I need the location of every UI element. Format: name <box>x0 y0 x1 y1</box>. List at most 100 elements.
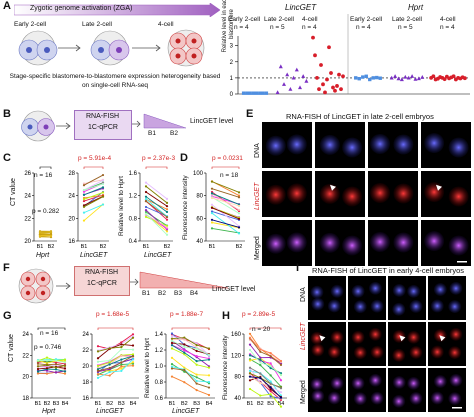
lincget-dot <box>301 74 305 78</box>
d-ylabel: Fluorescence intensity <box>182 175 189 240</box>
series-point <box>166 230 168 232</box>
nucleus <box>266 234 286 254</box>
nucleus <box>311 286 324 299</box>
series-point <box>37 359 39 361</box>
i-title: RNA-FISH of LincGET in early 4-cell embr… <box>312 266 464 275</box>
ytick-label: 20 <box>82 364 89 370</box>
series-point <box>238 226 240 228</box>
nucleus <box>449 282 462 295</box>
series-point <box>249 359 251 361</box>
nucleus <box>266 136 286 156</box>
nucleus <box>449 236 469 256</box>
nucleus <box>371 392 384 405</box>
micrograph <box>315 171 365 217</box>
ytick-label: 120 <box>231 353 242 359</box>
nucleus <box>370 232 390 252</box>
c-lincget-p: p = 5.91e-4 <box>78 155 111 162</box>
nucleus <box>434 283 447 296</box>
series-point <box>259 364 261 366</box>
series-point <box>183 346 185 348</box>
series-point <box>171 342 173 344</box>
hprt-dot <box>375 76 378 79</box>
series-point <box>196 382 198 384</box>
series-point <box>132 355 134 357</box>
nucleus <box>449 187 469 207</box>
xtick-label: B2 <box>44 401 51 407</box>
series-point <box>166 211 168 213</box>
e-grid-tile <box>262 220 312 266</box>
e-grid-tile <box>315 171 365 217</box>
lincget-dot <box>339 87 343 91</box>
series-point <box>280 397 282 399</box>
series-point <box>171 375 173 377</box>
series-point <box>132 361 134 363</box>
lincget-dot <box>298 85 302 89</box>
dotplot-ytick-label: 3 <box>230 44 234 50</box>
series-point <box>50 233 52 235</box>
nucleus <box>369 374 382 387</box>
xtick-label: B3 <box>53 401 60 407</box>
series-point <box>249 333 251 335</box>
series-point <box>270 374 272 376</box>
series-point <box>132 344 134 346</box>
series-point <box>55 367 57 369</box>
series-point <box>171 338 173 340</box>
series-point <box>120 365 122 367</box>
nucleus <box>311 344 324 357</box>
dotplot-ytick-label: 0 <box>230 92 234 98</box>
series-point <box>145 182 147 184</box>
series-point <box>183 349 185 351</box>
nucleus <box>392 395 405 408</box>
panel-label-g: G <box>3 310 12 322</box>
series-point <box>249 349 251 351</box>
nucleus <box>448 392 461 405</box>
significance-bracket <box>84 167 103 169</box>
micrograph <box>428 276 466 320</box>
lincget-dot <box>329 71 333 75</box>
series-point <box>97 345 99 347</box>
series-point <box>166 226 168 228</box>
embryo-early-2cell <box>19 31 57 65</box>
series-point <box>196 380 198 382</box>
e-row-merged: Merged <box>254 236 261 260</box>
series-point <box>145 191 147 193</box>
series-point <box>280 374 282 376</box>
ytick-label: 1.4 <box>155 332 164 338</box>
ytick-label: 24 <box>24 194 31 200</box>
series-point <box>171 347 173 349</box>
hprt-dot <box>414 77 418 81</box>
series-point <box>171 357 173 359</box>
series-point <box>249 344 251 346</box>
xtick-label: B2 <box>257 401 264 407</box>
nucleus <box>371 300 384 313</box>
series-point <box>259 351 261 353</box>
series-point <box>120 359 122 361</box>
i-grid-tile <box>428 368 466 412</box>
nucleus <box>369 328 382 341</box>
series-point <box>270 390 272 392</box>
xtick-label: B1 <box>247 401 254 407</box>
series-point <box>97 370 99 372</box>
series-point <box>55 371 57 373</box>
series-point <box>270 380 272 382</box>
hprt-dot <box>368 78 371 81</box>
c-hprt-gene: Hprt <box>36 252 49 259</box>
nucleus <box>449 138 469 158</box>
e-grid-tile <box>421 220 471 266</box>
series-point <box>183 352 185 354</box>
nucleus <box>431 392 444 405</box>
embryo-f-icon <box>12 266 74 310</box>
f-cell-b4: B4 <box>190 290 198 297</box>
hprt-dot <box>372 76 375 79</box>
c-hprt-n: n = 16 <box>34 172 52 179</box>
ytick-label: 1.2 <box>129 194 138 200</box>
panel-label-b: B <box>3 108 11 120</box>
series-point <box>270 362 272 364</box>
nucleus <box>328 392 341 405</box>
h-p: p = 2.89e-5 <box>242 311 275 318</box>
series-point <box>39 233 41 235</box>
series-point <box>183 336 185 338</box>
dotplot-ytick-label: 2 <box>230 60 234 66</box>
lincget-dot <box>325 78 329 82</box>
